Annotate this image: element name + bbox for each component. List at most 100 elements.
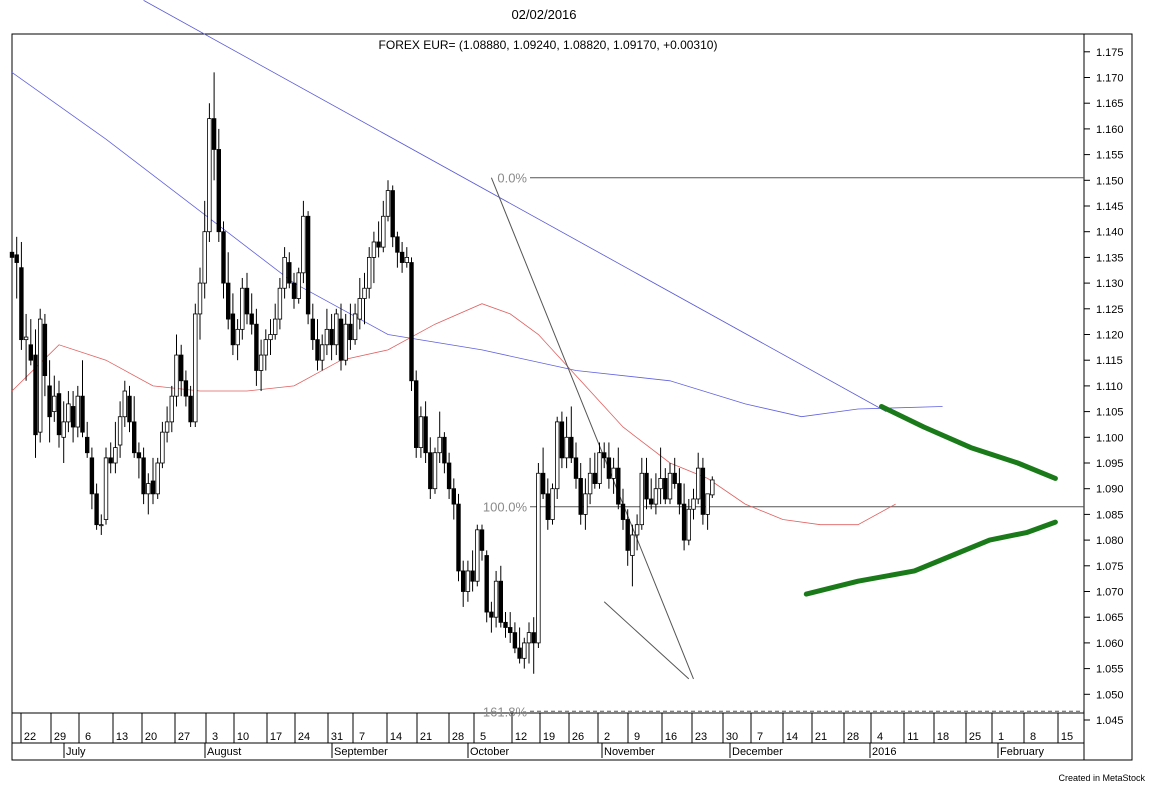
candle: [216, 128, 221, 242]
candle-body: [451, 488, 456, 505]
candle: [141, 447, 146, 505]
x-day-label: 26: [572, 731, 584, 743]
candle: [28, 319, 33, 366]
candle-body: [705, 493, 710, 515]
y-tick-label: 1.060: [1096, 638, 1124, 650]
candle: [653, 473, 659, 515]
candle-body: [564, 436, 569, 459]
candle-body: [33, 354, 38, 436]
candle: [475, 524, 480, 587]
candle-body: [644, 472, 649, 500]
candle-body: [413, 380, 419, 448]
ma-long-line: [11, 72, 943, 418]
x-day-label: 28: [847, 731, 859, 743]
x-day-label: 27: [178, 731, 190, 743]
candle-body: [164, 421, 170, 433]
candle: [634, 514, 640, 551]
candle-body: [531, 632, 536, 644]
x-day-label: 8: [1030, 731, 1036, 743]
candle-body: [258, 354, 264, 371]
x-month-label: July: [66, 746, 86, 758]
candle-body: [141, 457, 146, 495]
candle: [362, 272, 367, 325]
candle: [357, 277, 362, 330]
candle: [409, 257, 414, 392]
y-tick-label: 1.055: [1096, 664, 1124, 676]
candle-body: [437, 436, 442, 454]
candle-body: [38, 318, 43, 433]
candle: [526, 622, 532, 664]
candle-body: [517, 647, 522, 659]
candle-body: [620, 503, 626, 520]
candle: [108, 442, 113, 474]
y-tick-label: 1.080: [1096, 535, 1124, 547]
x-day-label: 21: [420, 731, 432, 743]
candle-body: [362, 287, 367, 299]
candle: [620, 488, 626, 530]
x-day-label: 31: [331, 731, 343, 743]
candle: [493, 570, 499, 628]
candle: [606, 442, 612, 489]
candle-body: [667, 472, 673, 500]
y-tick-label: 1.115: [1096, 355, 1123, 367]
candle: [85, 421, 90, 458]
candle-body: [700, 467, 706, 515]
plot-frame: [11, 33, 1133, 761]
x-day-label: 9: [634, 731, 640, 743]
candle-body: [658, 478, 663, 490]
candle: [432, 447, 438, 494]
y-tick-label: 1.110: [1096, 381, 1123, 393]
candle-body: [277, 287, 283, 320]
candle-body: [470, 570, 475, 582]
candle: [263, 329, 268, 371]
candle: [597, 442, 602, 489]
candle: [578, 463, 583, 525]
candle-body: [348, 323, 353, 341]
candle-body: [357, 298, 362, 320]
candle-body: [399, 251, 405, 263]
trend-line: [143, 0, 887, 412]
candle: [503, 612, 508, 638]
candle: [80, 360, 85, 438]
x-day-label: 22: [24, 731, 36, 743]
candle: [348, 303, 353, 350]
y-tick-label: 1.105: [1096, 407, 1124, 419]
candle-body: [555, 421, 560, 490]
candle-body: [197, 282, 203, 315]
candle: [592, 452, 597, 489]
candle: [611, 457, 616, 494]
candle: [681, 483, 687, 551]
candle: [33, 329, 38, 458]
candle-body: [404, 256, 409, 263]
candle-body: [395, 236, 400, 253]
candle: [649, 478, 654, 510]
x-day-label: 29: [54, 731, 66, 743]
candle-body: [522, 642, 527, 659]
candle: [193, 303, 198, 428]
candle: [287, 252, 292, 289]
candle: [56, 380, 62, 448]
candle: [282, 247, 287, 299]
candle: [19, 241, 24, 350]
x-month-label: 2016: [872, 746, 896, 758]
candle: [564, 416, 569, 469]
candle: [89, 447, 95, 510]
candle: [23, 313, 29, 381]
candle-body: [319, 344, 325, 361]
candle-body: [113, 447, 118, 464]
candle: [677, 468, 682, 515]
candle: [479, 524, 485, 561]
candle-body: [376, 241, 381, 248]
candle-body: [56, 393, 62, 436]
y-tick-label: 1.075: [1096, 561, 1124, 573]
candle-body: [216, 149, 221, 233]
x-day-label: 3: [212, 731, 218, 743]
candle-body: [390, 190, 395, 238]
candle-body: [423, 416, 428, 454]
candle: [376, 221, 381, 258]
y-tick-label: 1.140: [1096, 227, 1124, 239]
y-tick-label: 1.070: [1096, 587, 1124, 599]
candle-body: [296, 272, 301, 299]
candle: [127, 385, 132, 433]
candle-body: [103, 457, 109, 520]
